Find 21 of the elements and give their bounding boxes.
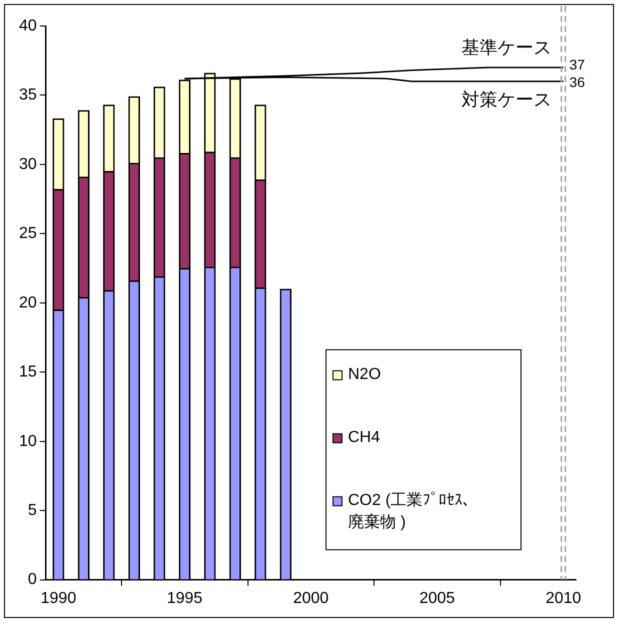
data-label: 37 xyxy=(569,56,586,72)
legend-label: CO2 (工業ﾌﾟﾛｾｽ、廃棄物 ) xyxy=(348,491,479,532)
x-tick-label: 2005 xyxy=(419,590,456,607)
x-tick-label: 2000 xyxy=(293,590,329,607)
y-tick-label: 0 xyxy=(28,571,37,588)
y-tick-label: 10 xyxy=(19,432,37,450)
y-tick-label: 30 xyxy=(19,156,37,173)
series-label: 対策ケース xyxy=(461,89,552,110)
y-tick-label: 35 xyxy=(19,86,37,104)
legend-label: N2O xyxy=(348,366,381,384)
y-tick-label: 15 xyxy=(19,364,37,381)
series-label: 基準ケース xyxy=(461,38,552,58)
x-tick-label: 2010 xyxy=(546,590,582,607)
data-label: 36 xyxy=(569,74,586,90)
y-tick-label: 25 xyxy=(19,225,37,242)
x-tick-label: 1990 xyxy=(40,590,76,607)
x-tick-label: 1995 xyxy=(166,590,203,607)
legend-label: CH4 xyxy=(348,429,380,446)
y-tick-label: 20 xyxy=(19,294,37,312)
y-tick-label: 40 xyxy=(19,17,37,34)
y-tick-label: 5 xyxy=(28,502,37,519)
